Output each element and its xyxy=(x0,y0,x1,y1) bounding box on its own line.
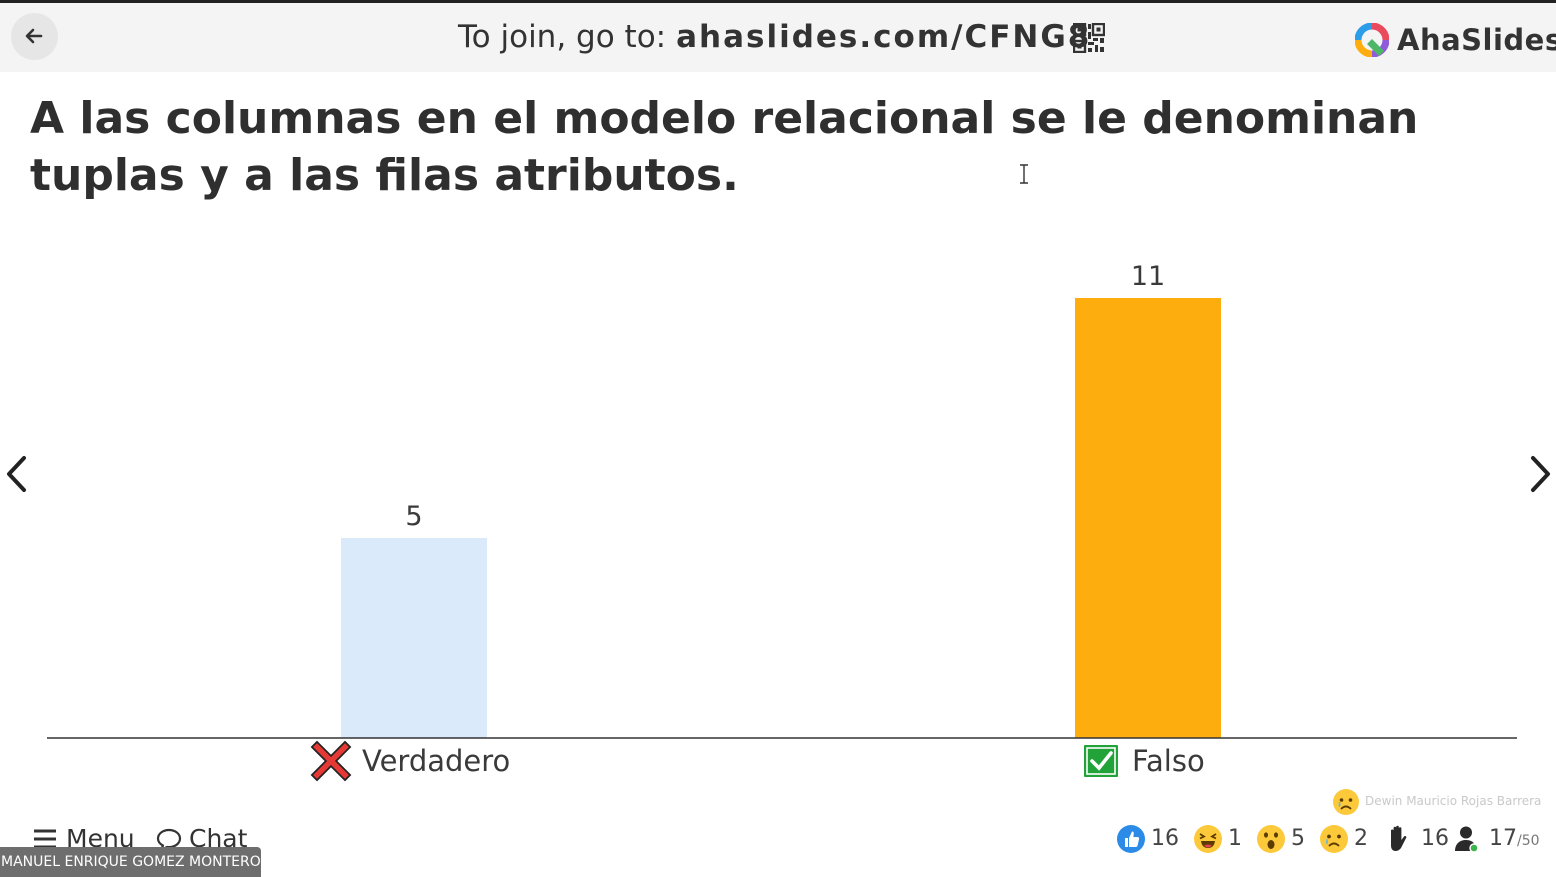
bar-count-verdadero: 5 xyxy=(405,501,422,532)
correct-check-icon xyxy=(1084,745,1118,777)
bar-verdadero xyxy=(341,538,487,738)
join-url[interactable]: ahaslides.com/CFNG8 xyxy=(676,19,1092,55)
wow-count: 5 xyxy=(1291,826,1305,851)
participant-name-tag: MANUEL ENRIQUE GOMEZ MONTERO xyxy=(0,847,261,877)
reaction-notification: Dewin Mauricio Rojas Barrera xyxy=(1332,788,1541,818)
participants-max: /50 xyxy=(1517,833,1540,849)
laugh-count: 1 xyxy=(1228,826,1242,851)
option-label-verdadero: Verdadero xyxy=(362,744,510,778)
participants-count: 17/50 xyxy=(1489,824,1540,856)
likes-count: 16 xyxy=(1151,826,1179,851)
option-falso: Falso xyxy=(1084,744,1205,778)
laughing-emoji-icon xyxy=(1194,825,1222,853)
sad-count: 2 xyxy=(1354,826,1368,851)
back-button[interactable] xyxy=(11,13,58,60)
wow-emoji-icon xyxy=(1257,825,1285,853)
next-slide-icon[interactable] xyxy=(1527,455,1553,493)
qr-code-icon[interactable] xyxy=(1073,23,1105,53)
participant-name: MANUEL ENRIQUE GOMEZ MONTERO xyxy=(1,854,261,870)
top-border xyxy=(0,0,1556,3)
text-cursor-icon xyxy=(1020,164,1028,184)
sad-emoji-icon xyxy=(1333,789,1359,815)
ahaslides-logo-icon xyxy=(1355,23,1389,57)
logo-text: AhaSlides xyxy=(1397,23,1556,57)
participant-user-icon xyxy=(1455,826,1479,853)
option-verdadero: Verdadero xyxy=(310,740,510,782)
results-bar-chart: 5 11 Verdadero Falso xyxy=(47,261,1517,782)
bar-falso xyxy=(1075,298,1221,738)
thumbs-up-icon xyxy=(1117,825,1145,853)
participants-current: 17 xyxy=(1489,826,1517,851)
join-prefix: To join, go to: xyxy=(458,19,667,55)
raised-hands-count: 16 xyxy=(1421,826,1449,851)
raised-hand-icon xyxy=(1391,825,1407,851)
option-label-falso: Falso xyxy=(1132,744,1205,778)
join-instructions: To join, go to: ahaslides.com/CFNG8 xyxy=(458,17,1091,57)
question-title: A las columnas en el modelo relacional s… xyxy=(30,93,1419,201)
sad-emoji-icon xyxy=(1320,825,1348,853)
reaction-user-name: Dewin Mauricio Rojas Barrera xyxy=(1365,794,1542,808)
wrong-cross-icon xyxy=(310,740,352,782)
arrow-left-icon xyxy=(25,28,43,44)
header-bar: To join, go to: ahaslides.com/CFNG8 AhaSl… xyxy=(0,3,1556,72)
previous-slide-icon[interactable] xyxy=(4,455,30,493)
bar-count-falso: 11 xyxy=(1131,261,1165,292)
